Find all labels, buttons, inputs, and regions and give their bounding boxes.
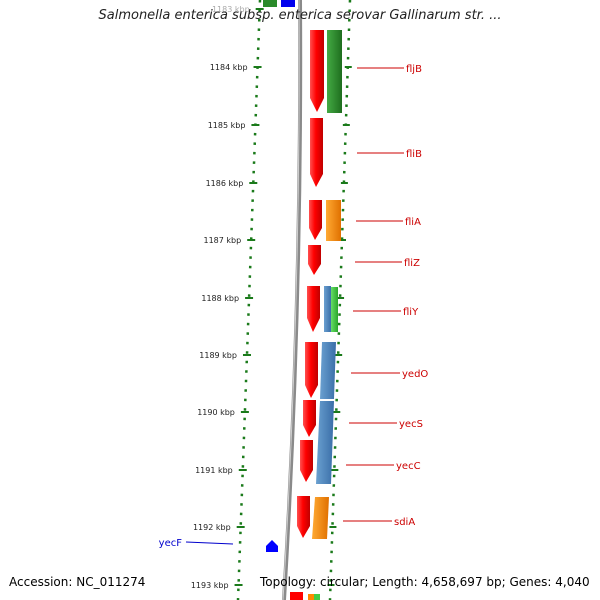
topology-text: Topology: circular; Length: 4,658,697 bp… (260, 575, 590, 589)
feature-bottom-green (314, 594, 320, 600)
feature-lime-fliY (331, 287, 338, 332)
ruler-tick-label: 1191 kbp (195, 466, 233, 475)
gene-label-fliA[interactable]: fliA (405, 217, 421, 228)
gene-label-yecC[interactable]: yecC (396, 461, 421, 472)
feature-orange-fliA (326, 200, 341, 241)
gene-label-fljB[interactable]: fljB (406, 64, 422, 75)
ruler-tick-label: 1187 kbp (203, 236, 241, 245)
ruler-tick-label: 1185 kbp (208, 121, 246, 130)
gene-arrow-yedO (305, 342, 318, 398)
backbone-arc (282, 0, 303, 600)
feature-green-fljB (327, 30, 342, 113)
gene-arrow-yecS (303, 400, 316, 437)
ruler-tick-label: 1193 kbp (191, 581, 229, 590)
ruler-tick-label: 1186 kbp (206, 179, 244, 188)
gene-label-fliB[interactable]: fliB (406, 149, 422, 160)
accession-text: Accession: NC_011274 (9, 575, 146, 589)
ruler-tick-label: 1188 kbp (201, 294, 239, 303)
genome-title: Salmonella enterica subsp. enterica sero… (98, 8, 502, 23)
gene-arrow-fliZ (308, 245, 321, 275)
gene-arrow-yecF (266, 540, 278, 552)
feature-top-blue (281, 0, 295, 7)
ruler-tick-label: 1184 kbp (210, 63, 248, 72)
feature-top-green (263, 0, 277, 7)
gene-arrow-fliB (310, 118, 323, 187)
feature-blue-yecS (316, 401, 334, 484)
ruler-tick-label: 1183 kbp (212, 5, 250, 14)
feature-blue-fliY (324, 286, 331, 332)
gene-arrow-sdiA (297, 496, 310, 538)
ruler-ticks: 1183 kbp 1184 kbp 1185 kbp 1186 kbp 1187 kbp… (191, 5, 352, 590)
ruler-tick-label: 1190 kbp (197, 408, 235, 417)
feature-orange-sdiA (312, 497, 329, 539)
ruler-tick-label: 1192 kbp (193, 523, 231, 532)
gene-arrow-fljB (310, 30, 324, 112)
feature-blue-yedO (320, 342, 336, 399)
gene-label-fliZ[interactable]: fliZ (404, 258, 420, 269)
gene-leader-line (185, 541, 234, 545)
gene-label-yedO[interactable]: yedO (402, 369, 428, 380)
gene-arrow-yecC (300, 440, 313, 482)
gene-label-yecS[interactable]: yecS (399, 419, 423, 430)
gene-bottom-red (290, 592, 303, 600)
feature-bottom-orange (308, 594, 314, 600)
gene-label-fliY[interactable]: fliY (403, 307, 419, 318)
gene-label-sdiA[interactable]: sdiA (394, 517, 415, 528)
gene-label-yecF[interactable]: yecF (159, 538, 183, 549)
gene-labels: fljB fliB fliA fliZ fliY yedO yecS yecC sdiA yecF (159, 64, 429, 549)
ruler-tick-label: 1189 kbp (199, 351, 237, 360)
backbone-arc-highlight (282, 0, 300, 600)
gene-arrow-fliY (307, 286, 320, 332)
ruler-dotted-line (236, 0, 262, 600)
gene-arrow-fliA (309, 200, 322, 240)
